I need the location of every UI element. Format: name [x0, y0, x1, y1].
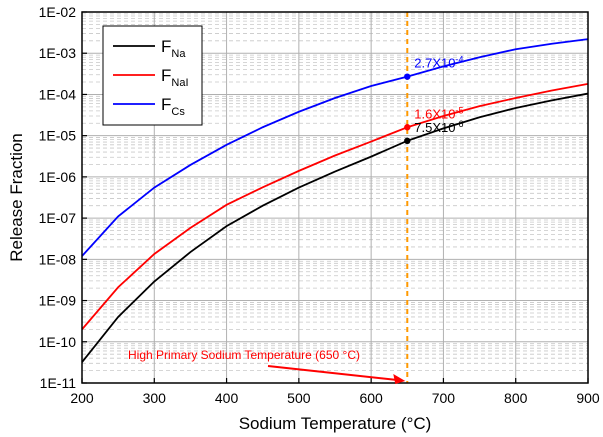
x-tick-label: 600: [359, 390, 383, 406]
annotation-layer: High Primary Sodium Temperature (650 °C): [128, 348, 406, 384]
y-tick-label: 1E-07: [39, 210, 77, 226]
y-tick-label: 1E-02: [39, 4, 77, 20]
y-tick-label: 1E-05: [39, 128, 77, 144]
value-label: 2.7X10-4: [414, 55, 463, 71]
data-point-marker: [404, 124, 411, 131]
series-line-na: [81, 92, 589, 363]
x-tick-label: 900: [576, 390, 600, 406]
series-layer: [81, 38, 589, 363]
y-tick-label: 1E-04: [39, 86, 77, 102]
series-line-cs: [81, 38, 589, 257]
x-tick-label: 800: [504, 390, 528, 406]
x-tick-label: 200: [70, 390, 94, 406]
annotation-label: High Primary Sodium Temperature (650 °C): [128, 348, 360, 362]
x-axis-title: Sodium Temperature (°C): [239, 414, 432, 433]
y-tick-label: 1E-09: [39, 293, 77, 309]
annotation-arrowhead: [393, 374, 406, 384]
data-point-marker: [404, 73, 411, 80]
series-line-nai: [81, 83, 589, 330]
data-point-marker: [404, 137, 411, 145]
marker-layer: 2.7X10-4 1.6X10-57.5X10-6: [404, 12, 464, 383]
value-label: 1.6X10-5: [414, 105, 463, 121]
y-tick-label: 1E-08: [39, 251, 77, 267]
y-axis-title: Release Fraction: [7, 133, 26, 262]
plot-frame: [81, 11, 589, 384]
x-tick-label: 500: [287, 390, 311, 406]
x-tick-label: 400: [215, 390, 239, 406]
x-tick-label: 700: [432, 390, 456, 406]
axis-layer: 200 300 400 500 600 700 800 900 1E-11 1E-10 1E-09 1…: [39, 4, 600, 406]
y-tick-label: 1E-10: [39, 334, 77, 350]
y-tick-label: 1E-06: [39, 169, 77, 185]
y-tick-label: 1E-03: [39, 45, 77, 61]
x-tick-label: 300: [143, 390, 167, 406]
value-label: 7.5X10-6: [414, 119, 463, 135]
y-tick-label: 1E-11: [40, 375, 77, 391]
annotation-arrow: [267, 365, 398, 381]
